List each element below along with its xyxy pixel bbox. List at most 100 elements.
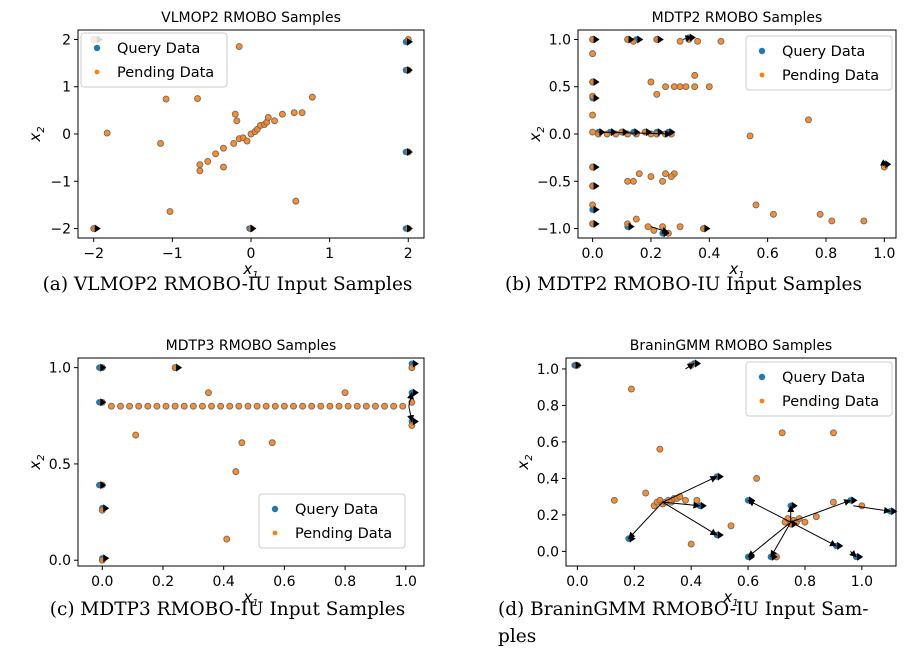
pending-point xyxy=(244,402,252,410)
x-tick-label: 1.0 xyxy=(873,246,895,262)
pending-point xyxy=(162,402,170,410)
query-arrowhead xyxy=(791,520,798,529)
pending-point xyxy=(627,385,635,393)
move-arrow xyxy=(662,501,718,536)
pending-point xyxy=(162,95,170,103)
query-arrowhead xyxy=(885,160,892,169)
legend-query-label: Query Data xyxy=(117,41,200,57)
pending-point xyxy=(778,429,786,437)
x-tick-label: 0.6 xyxy=(757,246,779,262)
move-arrow xyxy=(849,549,857,558)
caption-d-line2: ples xyxy=(498,626,537,647)
caption-d: (d) BraninGMM RMOBO-IU Input Sam- ples xyxy=(498,596,898,650)
pending-point xyxy=(204,157,212,165)
query-arrowhead xyxy=(749,552,756,561)
x-tick-label: 0.0 xyxy=(91,574,113,590)
query-arrowhead xyxy=(657,35,664,44)
query-arrowhead xyxy=(717,530,724,539)
pending-point xyxy=(262,402,270,410)
move-arrow xyxy=(407,406,415,423)
pending-point xyxy=(235,43,243,50)
y-tick-label: −1 xyxy=(50,174,71,190)
chart-title: VLMOP2 RMOBO Samples xyxy=(161,10,341,26)
query-arrowhead xyxy=(689,33,696,42)
legend-query-label: Query Data xyxy=(782,370,865,386)
query-arrowhead xyxy=(593,182,600,190)
x-tick-label: 0.4 xyxy=(680,574,702,590)
pending-point xyxy=(243,137,251,145)
pending-point xyxy=(801,518,809,526)
move-arrow xyxy=(747,521,792,558)
query-arrowhead xyxy=(406,224,413,233)
query-arrowhead xyxy=(406,37,413,46)
x-tick-label: 0 xyxy=(247,246,256,262)
plot-frame xyxy=(77,357,425,567)
y-tick-label: 0.5 xyxy=(549,80,571,96)
pending-point xyxy=(335,402,343,410)
x-tick-label: 2 xyxy=(404,246,413,262)
x-tick-label: 0.4 xyxy=(698,246,720,262)
legend-pending-label: Pending Data xyxy=(117,65,214,81)
pending-point xyxy=(353,402,361,410)
move-arrow xyxy=(747,499,791,523)
pending-point xyxy=(232,468,240,476)
query-arrowhead xyxy=(593,219,600,228)
pending-point xyxy=(705,83,713,91)
pending-point xyxy=(132,431,140,439)
pending-point xyxy=(308,93,316,101)
move-arrow xyxy=(790,521,837,547)
pending-point xyxy=(687,540,695,548)
x-tick-label: 0.8 xyxy=(334,574,356,590)
pending-point xyxy=(694,37,702,45)
y-tick-label: 0.4 xyxy=(537,471,559,487)
x-tick-label: 1.0 xyxy=(851,574,873,590)
query-arrowhead xyxy=(791,501,798,510)
legend-box xyxy=(80,32,228,88)
query-arrowhead xyxy=(704,224,711,233)
query-arrowhead xyxy=(637,35,644,44)
pending-point xyxy=(196,161,204,169)
pending-point xyxy=(233,117,241,125)
pending-point xyxy=(230,140,238,147)
pending-point xyxy=(805,116,812,124)
query-arrowhead xyxy=(851,496,858,505)
pending-point xyxy=(253,402,261,410)
chart-title: MDTP2 RMOBO Samples xyxy=(652,10,823,26)
query-arrowhead xyxy=(406,66,413,75)
query-arrowhead xyxy=(100,363,107,372)
pending-point xyxy=(662,170,669,178)
pending-point xyxy=(829,429,837,437)
pending-point xyxy=(390,402,398,410)
pending-point xyxy=(107,402,115,410)
pending-point xyxy=(292,197,300,205)
pending-point xyxy=(271,117,279,125)
query-arrowhead xyxy=(634,128,641,137)
pending-point xyxy=(126,402,134,410)
x-tick-label: 0.0 xyxy=(566,574,588,590)
pending-point xyxy=(829,498,837,506)
query-arrowhead xyxy=(622,128,629,137)
y-tick-label: −2 xyxy=(50,222,71,238)
x-tick-label: 0.4 xyxy=(213,574,235,590)
legend-query-marker xyxy=(758,47,766,55)
pending-point xyxy=(326,402,334,410)
x-tick-label: 0.6 xyxy=(273,574,295,590)
pending-point xyxy=(189,402,197,410)
pending-point xyxy=(208,402,215,410)
pending-point xyxy=(212,150,220,158)
pending-point xyxy=(362,402,370,410)
query-arrowhead xyxy=(717,472,724,481)
query-arrowhead xyxy=(593,35,600,44)
query-arrowhead xyxy=(628,222,635,231)
query-arrowhead xyxy=(575,361,582,370)
chart-title: MDTP3 RMOBO Samples xyxy=(166,338,337,354)
y-tick-label: 0 xyxy=(62,127,71,143)
y-tick-label: 2 xyxy=(62,32,71,48)
caption-a: (a) VLMOP2 RMOBO-IU Input Samples xyxy=(42,274,413,295)
query-arrowhead xyxy=(100,481,107,490)
pending-point xyxy=(589,111,597,119)
pending-point xyxy=(653,90,661,98)
legend-query-marker xyxy=(271,505,279,513)
move-arrow xyxy=(628,501,664,540)
pending-point xyxy=(632,215,640,223)
